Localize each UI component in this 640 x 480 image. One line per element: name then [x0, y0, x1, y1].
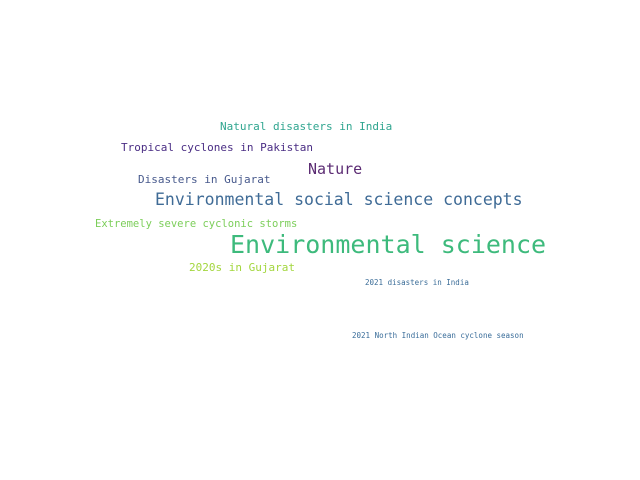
cloud-word: 2020s in Gujarat — [189, 261, 295, 274]
cloud-word: Nature — [308, 160, 363, 178]
cloud-word: Environmental science — [230, 230, 547, 259]
cloud-word: Natural disasters in India — [220, 120, 393, 133]
cloud-word: Tropical cyclones in Pakistan — [121, 141, 314, 154]
cloud-word: 2021 disasters in India — [365, 278, 469, 287]
cloud-word: Disasters in Gujarat — [138, 173, 271, 186]
cloud-word: Environmental social science concepts — [155, 190, 523, 209]
cloud-word: Extremely severe cyclonic storms — [95, 218, 298, 230]
cloud-word: 2021 North Indian Ocean cyclone season — [352, 331, 524, 340]
